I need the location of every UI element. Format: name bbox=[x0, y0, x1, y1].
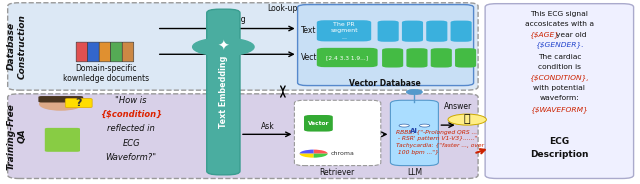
Wedge shape bbox=[314, 150, 328, 154]
Text: {$AGE}: {$AGE} bbox=[529, 31, 559, 38]
Text: Domain-specific
kownledge documents: Domain-specific kownledge documents bbox=[63, 64, 148, 83]
FancyBboxPatch shape bbox=[8, 94, 478, 178]
Text: Training-Free
QA: Training-Free QA bbox=[7, 103, 26, 170]
FancyBboxPatch shape bbox=[304, 115, 333, 132]
Text: Database
Construction: Database Construction bbox=[7, 14, 26, 79]
Circle shape bbox=[193, 38, 254, 56]
Text: with potential: with potential bbox=[533, 85, 586, 91]
Text: waveform:: waveform: bbox=[540, 95, 579, 101]
Text: Text: Text bbox=[301, 26, 316, 35]
Text: Text Embedding: Text Embedding bbox=[219, 56, 228, 128]
Text: chroma: chroma bbox=[331, 151, 355, 156]
Text: {$WAVEFORM}: {$WAVEFORM} bbox=[531, 106, 588, 113]
FancyBboxPatch shape bbox=[451, 21, 472, 42]
Text: {$condition}: {$condition} bbox=[100, 110, 163, 119]
Text: Vector: Vector bbox=[308, 121, 329, 126]
Circle shape bbox=[399, 124, 410, 127]
Wedge shape bbox=[300, 150, 314, 154]
Text: Chunking: Chunking bbox=[209, 15, 246, 24]
FancyBboxPatch shape bbox=[382, 48, 403, 68]
Text: Description: Description bbox=[530, 150, 589, 159]
FancyBboxPatch shape bbox=[45, 128, 80, 152]
Text: [2.4 3.3 1.9...]: [2.4 3.3 1.9...] bbox=[326, 55, 368, 60]
FancyBboxPatch shape bbox=[8, 3, 478, 90]
FancyBboxPatch shape bbox=[294, 100, 381, 166]
Text: This ECG signal: This ECG signal bbox=[531, 11, 588, 17]
FancyBboxPatch shape bbox=[298, 5, 474, 86]
Circle shape bbox=[40, 98, 82, 110]
Text: Vector Database: Vector Database bbox=[349, 79, 421, 88]
FancyBboxPatch shape bbox=[317, 20, 371, 41]
FancyBboxPatch shape bbox=[402, 21, 423, 42]
Text: {$GENDER}.: {$GENDER}. bbox=[535, 41, 584, 48]
FancyBboxPatch shape bbox=[455, 48, 476, 68]
Text: accosicates with a: accosicates with a bbox=[525, 21, 594, 27]
Text: "How is: "How is bbox=[115, 96, 147, 105]
FancyBboxPatch shape bbox=[38, 96, 83, 102]
Text: LLM: LLM bbox=[407, 168, 422, 177]
FancyBboxPatch shape bbox=[122, 42, 134, 62]
Text: year old: year old bbox=[556, 32, 587, 38]
Text: reflected in: reflected in bbox=[108, 124, 155, 133]
Text: ✦: ✦ bbox=[218, 40, 229, 54]
FancyBboxPatch shape bbox=[406, 48, 428, 68]
Text: ECG: ECG bbox=[549, 137, 570, 146]
Text: condition is: condition is bbox=[538, 64, 581, 70]
FancyBboxPatch shape bbox=[431, 48, 452, 68]
Text: RBBB: {"-Prolonged QRS ...
 - RSR' pattern V1-V3}......"
Tachycardia: {"faster .: RBBB: {"-Prolonged QRS ... - RSR' patter… bbox=[396, 130, 484, 155]
Text: {$CONDITION},: {$CONDITION}, bbox=[529, 74, 589, 81]
FancyBboxPatch shape bbox=[88, 42, 99, 62]
Text: Retriever: Retriever bbox=[319, 168, 355, 177]
FancyBboxPatch shape bbox=[390, 100, 438, 166]
FancyBboxPatch shape bbox=[317, 48, 378, 67]
Text: 💡: 💡 bbox=[464, 114, 470, 124]
Text: Ask: Ask bbox=[260, 123, 275, 131]
Circle shape bbox=[407, 90, 422, 94]
Text: ?: ? bbox=[76, 98, 82, 108]
FancyBboxPatch shape bbox=[378, 21, 399, 42]
FancyBboxPatch shape bbox=[99, 42, 111, 62]
Text: Vector: Vector bbox=[301, 54, 325, 62]
FancyBboxPatch shape bbox=[65, 98, 92, 108]
Text: AI: AI bbox=[410, 128, 419, 134]
FancyBboxPatch shape bbox=[111, 42, 122, 62]
Text: The PR
segment
...: The PR segment ... bbox=[330, 22, 358, 40]
Circle shape bbox=[420, 124, 430, 127]
FancyBboxPatch shape bbox=[426, 21, 447, 42]
Wedge shape bbox=[300, 154, 314, 158]
FancyBboxPatch shape bbox=[485, 4, 634, 178]
Text: Look-up: Look-up bbox=[268, 4, 298, 13]
Text: The cardiac: The cardiac bbox=[538, 54, 581, 60]
Text: ECG: ECG bbox=[122, 139, 140, 148]
Text: Waveform?": Waveform?" bbox=[106, 153, 157, 162]
Circle shape bbox=[448, 114, 486, 125]
Text: Answer: Answer bbox=[444, 102, 472, 111]
FancyBboxPatch shape bbox=[76, 42, 88, 62]
FancyBboxPatch shape bbox=[207, 9, 240, 175]
Wedge shape bbox=[314, 154, 328, 158]
